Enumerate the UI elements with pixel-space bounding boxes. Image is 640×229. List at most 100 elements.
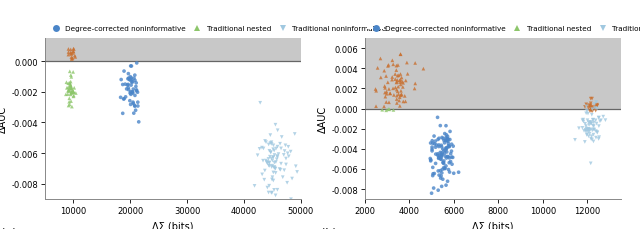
Point [66,87,76,90]
Point [127,81,137,85]
Point [119,98,129,101]
Point [272,188,282,192]
Point [438,161,448,164]
Point [578,118,588,122]
Point [381,90,392,94]
Point [63,89,74,93]
Point [581,105,591,109]
Point [396,94,406,98]
Point [401,79,411,83]
Point [63,86,74,90]
Point [70,92,81,95]
Point [436,174,446,178]
Point [397,80,407,84]
Point [271,161,281,164]
Point [65,103,75,107]
Point [586,109,596,112]
Point [384,88,394,91]
Point [67,58,77,62]
Point [574,127,584,131]
Point [579,129,589,133]
Point [440,167,450,171]
Point [68,95,79,99]
Point [67,87,77,90]
Point [581,103,591,107]
Point [392,90,403,94]
Point [260,139,270,143]
Point [580,123,590,126]
Point [283,145,293,149]
Point [267,191,277,194]
Point [428,166,438,169]
Point [388,94,399,97]
Point [124,72,134,76]
Point [268,144,278,147]
Point [586,122,596,126]
Point [269,188,279,192]
Point [127,81,138,84]
Point [595,120,605,123]
Point [443,140,453,143]
Point [65,85,76,89]
Point [275,142,285,146]
Point [388,109,399,112]
Point [271,171,281,175]
Point [591,109,601,113]
Point [276,162,286,166]
Text: (b): (b) [321,226,337,229]
Point [122,88,132,91]
Point [586,137,596,141]
Point [273,155,283,159]
Point [260,169,270,173]
Point [266,151,276,155]
Point [63,90,73,93]
Point [402,61,412,65]
Point [265,155,275,159]
Point [283,152,293,155]
Point [380,95,390,99]
Point [583,128,593,131]
Point [584,135,594,139]
Point [586,106,596,110]
Point [436,145,447,149]
Point [126,79,136,82]
Point [442,146,452,150]
Point [269,166,280,169]
Point [290,133,300,136]
Point [436,185,447,188]
Point [268,171,278,174]
Point [66,92,76,95]
Point [584,121,595,124]
Point [588,124,598,128]
Point [273,129,283,133]
Point [381,109,391,113]
Point [444,145,454,149]
Point [66,76,76,79]
Point [262,161,273,164]
Point [266,141,276,144]
Point [438,177,448,181]
Point [68,90,78,94]
Point [434,154,444,158]
Point [442,133,452,137]
Point [396,53,406,57]
Point [261,159,271,163]
Point [580,106,590,109]
Point [261,141,271,144]
Point [443,138,453,141]
Point [63,93,73,96]
Point [445,138,455,142]
Point [120,95,131,99]
Point [582,104,592,108]
Point [591,136,601,140]
Point [387,76,397,79]
Point [588,118,598,122]
Point [428,174,438,178]
Point [440,139,451,143]
Point [446,150,456,153]
Point [592,104,602,108]
Point [65,84,76,87]
Point [391,81,401,85]
Point [439,159,449,163]
Point [427,149,437,153]
